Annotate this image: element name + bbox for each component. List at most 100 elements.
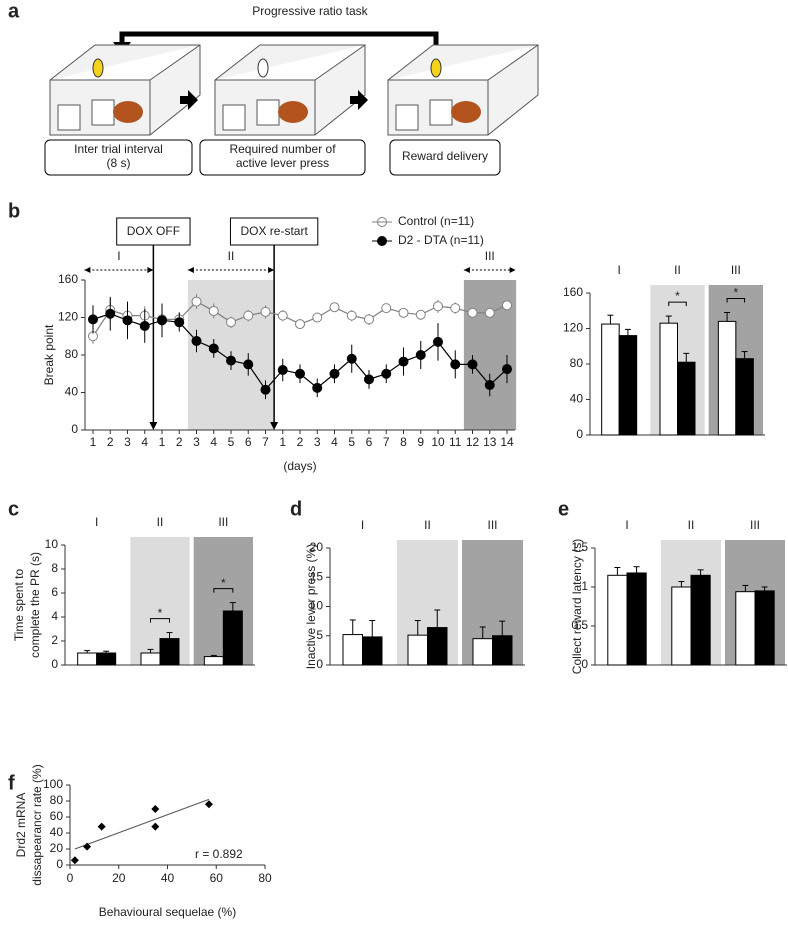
panel-label: b [8, 200, 20, 222]
point [243, 359, 254, 370]
y-tick-label: 60 [50, 809, 64, 823]
point [484, 307, 495, 318]
y-tick-label: 20 [50, 841, 64, 855]
y-tick-label: 0.5 [571, 618, 588, 632]
x-tick-label: 8 [400, 435, 407, 449]
point [277, 310, 288, 321]
y-tick-label: 0 [56, 857, 63, 871]
significance-label: * [733, 286, 738, 300]
point [157, 315, 167, 326]
y-tick-label: 0 [316, 657, 323, 671]
step-label: Reward delivery [402, 149, 488, 163]
step-label: active lever press [236, 156, 329, 170]
point [105, 308, 116, 319]
point [226, 317, 236, 328]
lever-panel [429, 99, 453, 126]
cage [49, 44, 201, 136]
phase-label: III [485, 249, 495, 263]
wheel [257, 58, 269, 78]
bar [342, 634, 363, 666]
category-label: III [750, 518, 760, 532]
bar [203, 656, 224, 666]
y-axis-label: Time spent to [12, 569, 26, 642]
point [329, 368, 340, 379]
x-tick-label: 11 [449, 435, 462, 449]
category-label: I [361, 518, 364, 532]
point [295, 368, 305, 379]
point [295, 319, 305, 330]
point [450, 303, 461, 314]
bar [407, 634, 428, 666]
y-axis-label: Drd2 mRNA [14, 793, 28, 858]
x-tick-label: 14 [500, 435, 514, 449]
phase-arrow-head [463, 267, 516, 273]
point [260, 306, 271, 317]
x-tick-label: 2 [176, 435, 183, 449]
bar [607, 574, 628, 666]
lever-panel [91, 99, 115, 126]
category-label: II [157, 515, 164, 529]
point [243, 310, 254, 321]
x-tick-label: 4 [141, 435, 148, 449]
series-line [92, 300, 508, 337]
bar [427, 627, 448, 666]
y-tick-label: 4 [51, 609, 58, 623]
point [97, 822, 106, 831]
x-axis-label: Behavioural sequelae (%) [99, 905, 236, 919]
category-label: II [424, 518, 431, 532]
point [346, 353, 357, 364]
x-tick-label: 5 [228, 435, 235, 449]
y-tick-label: 5 [316, 628, 323, 642]
point [260, 384, 271, 395]
x-tick-label: 5 [348, 435, 355, 449]
legend-label: D2 - DTA (n=11) [398, 233, 484, 247]
bar [735, 591, 756, 666]
y-tick-label: 2 [51, 633, 58, 647]
x-tick-label: 13 [483, 435, 497, 449]
step-arrow [350, 90, 368, 110]
y-tick-label: 10 [310, 599, 324, 613]
category-label: I [625, 518, 628, 532]
y-tick-label: 160 [58, 272, 78, 286]
bar [626, 572, 647, 666]
point [398, 307, 409, 318]
y-tick-label: 80 [570, 356, 584, 370]
point [364, 314, 374, 325]
point [502, 300, 512, 311]
y-tick-label: 160 [563, 285, 583, 299]
event-label: DOX OFF [127, 224, 180, 238]
bar [754, 590, 775, 666]
point [122, 315, 133, 326]
lever-panel [222, 104, 246, 131]
point [450, 359, 461, 370]
y-tick-label: 1 [581, 579, 588, 593]
panel-label: d [290, 498, 302, 520]
y-tick-label: 40 [570, 392, 584, 406]
panel-label: f [8, 772, 15, 794]
x-tick-label: 3 [124, 435, 131, 449]
wheel [92, 58, 104, 78]
x-tick-label: 12 [466, 435, 480, 449]
category-label: III [487, 518, 497, 532]
phase-arrow-head [84, 267, 154, 273]
x-tick-label: 2 [107, 435, 114, 449]
x-tick-label: 10 [431, 435, 445, 449]
bar [159, 638, 180, 666]
step-box [199, 139, 366, 176]
rat [113, 101, 143, 123]
y-tick-label: 120 [563, 321, 583, 335]
point [151, 822, 160, 831]
lever-panel [256, 99, 280, 126]
y-tick-label: 10 [45, 537, 59, 551]
phase-shade [256, 280, 275, 430]
significance-bracket [213, 588, 234, 593]
bar [362, 636, 383, 666]
x-tick-label: 60 [210, 871, 224, 885]
y-axis-label: dissapearancr rate (%) [30, 764, 44, 885]
bar [690, 574, 711, 666]
bar [717, 320, 737, 436]
bar [222, 610, 243, 666]
lever-panel [395, 104, 419, 131]
y-axis-label: Collect reward latency (s) [570, 539, 584, 674]
